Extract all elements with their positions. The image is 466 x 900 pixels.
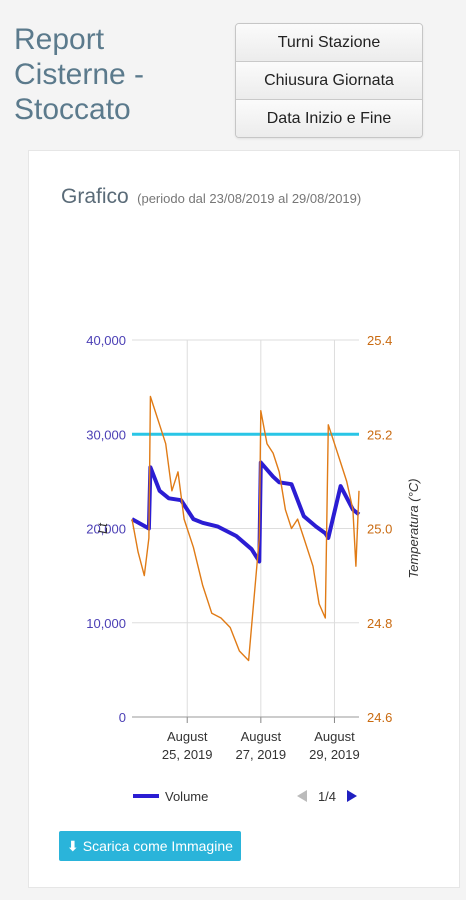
- x-tick-label-month: August: [314, 729, 355, 744]
- page-title: Report Cisterne - Stoccato: [14, 23, 145, 126]
- toolbar-button-group: Turni Stazione Chiusura Giornata Data In…: [235, 23, 423, 138]
- y-right-tick-label: 24.8: [367, 616, 392, 631]
- y-left-tick-label: 20,000: [86, 522, 126, 537]
- y-left-axis-label: Lt: [95, 522, 110, 534]
- y-right-tick-label: 25.4: [367, 333, 392, 348]
- data-inizio-fine-button[interactable]: Data Inizio e Fine: [236, 99, 422, 137]
- y-right-axis-label: Temperatura (°C): [406, 478, 421, 578]
- x-tick-label-month: August: [167, 729, 208, 744]
- x-tick-label-day: 25, 2019: [162, 747, 213, 762]
- series-line-temperatura: [131, 395, 360, 662]
- download-icon: ⬇: [67, 838, 79, 854]
- chart-title: Grafico: [61, 185, 129, 208]
- series-line-volume: [131, 460, 361, 564]
- x-tick-label-day: 27, 2019: [236, 747, 287, 762]
- legend-label: Volume: [165, 789, 208, 804]
- chart: 0 10,000 20,000 30,000 40,000 24.6 24.8 25.0 25.…: [86, 333, 421, 804]
- y-left-tick-label: 40,000: [86, 333, 126, 348]
- y-right-tick-label: 25.2: [367, 427, 392, 442]
- legend-next-icon[interactable]: [347, 790, 357, 802]
- chart-subtitle: (periodo dal 23/08/2019 al 29/08/2019): [137, 191, 362, 206]
- y-right-tick-label: 24.6: [367, 710, 392, 725]
- card-heading: Grafico (periodo dal 23/08/2019 al 29/08…: [61, 185, 361, 209]
- download-image-button[interactable]: ⬇ Scarica come Immagine: [59, 831, 241, 861]
- x-tick-label-day: 29, 2019: [309, 747, 360, 762]
- chart-card: Grafico (periodo dal 23/08/2019 al 29/08…: [28, 150, 460, 888]
- x-tick-label-month: August: [241, 729, 282, 744]
- turni-stazione-button[interactable]: Turni Stazione: [236, 24, 422, 61]
- y-left-tick-label: 0: [119, 710, 126, 725]
- legend-prev-icon[interactable]: [297, 790, 307, 802]
- y-left-tick-label: 10,000: [86, 616, 126, 631]
- legend-pager: 1/4: [318, 789, 336, 804]
- chiusura-giornata-button[interactable]: Chiusura Giornata: [236, 61, 422, 99]
- y-left-tick-label: 30,000: [86, 427, 126, 442]
- y-right-tick-label: 25.0: [367, 522, 392, 537]
- download-label: Scarica come Immagine: [82, 838, 233, 854]
